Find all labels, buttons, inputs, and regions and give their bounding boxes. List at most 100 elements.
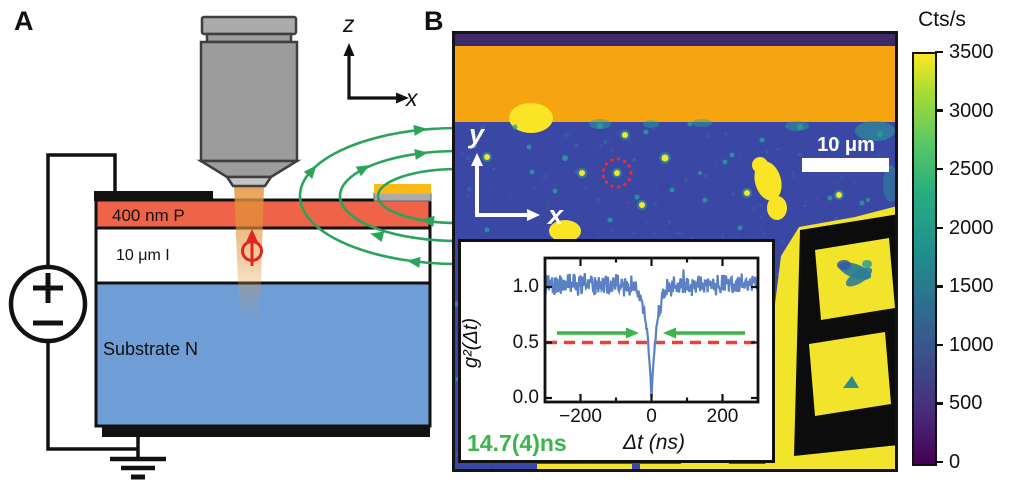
emitter-dot [827,195,833,201]
noise-speckle [765,150,770,154]
x-axis-label-a: x [405,85,419,111]
noise-speckle [660,229,662,231]
noise-speckle [732,139,737,144]
noise-speckle [636,154,640,157]
emitter-dot [607,217,613,223]
noise-speckle [606,138,612,144]
emitter-dot [661,154,669,162]
axes-zx [347,53,399,100]
noise-speckle [715,173,719,177]
ground-icon [110,456,166,480]
noise-speckle [480,125,486,130]
bright-blob [509,103,553,133]
dip-arrows [557,327,745,339]
colorbar-tick [935,285,943,288]
noise-speckle [552,183,557,188]
p-layer-label: 400 nm P [112,206,185,225]
emitter-dot [471,143,477,149]
noise-speckle [651,127,656,132]
colorbar-tick [935,343,943,347]
noise-speckle [792,174,796,179]
laser-beam [234,186,264,322]
circuit-wires [46,153,140,459]
noise-speckle [791,164,793,167]
ytick-1: 1.0 [513,276,539,297]
noise-speckle [839,206,842,210]
gold-contact-base [373,192,432,202]
emitter-dot [529,169,535,175]
emitter-dots [455,121,883,382]
emitter-dot [744,190,750,196]
noise-speckle [548,189,552,193]
noise-speckle [723,132,728,136]
panel-a-letter: A [14,6,34,36]
noise-speckle [766,221,771,226]
noise-speckle [563,133,568,138]
colorbar-tick [935,167,943,171]
bright-blob [752,157,768,173]
field-line-arrowheads [303,124,435,268]
colorbar-tick [935,226,943,229]
noise-speckle [544,163,547,166]
noise-speckle [466,156,471,161]
noise-speckle [492,167,496,171]
noise-speckle [575,146,578,149]
noise-speckle [460,151,465,155]
noise-speckle [739,207,743,211]
noise-speckle [834,216,839,221]
noise-speckle [497,126,500,129]
noise-speckle [822,216,827,221]
intrinsic-layer [94,226,432,285]
emitter-dot [687,121,693,127]
noise-speckle [714,163,717,166]
colorbar [912,52,937,466]
emitter-dot [579,170,585,176]
emitter-dot [669,187,675,193]
emitter-dot [759,137,765,143]
i-layer-label: 10 μm I [116,247,170,264]
pad-window-marks [837,260,873,388]
noise-speckle [622,125,625,128]
noise-speckle [610,148,615,153]
noise-speckle [609,228,614,233]
noise-speckle [676,231,680,236]
g2-chart: 1.0 0.5 0.0 −200 0 200 Δt (ns) g²(Δt) 14… [460,256,760,456]
noise-speckle [479,168,481,171]
gold-contact [374,184,431,194]
noise-speckle [738,153,742,156]
noise-speckle [802,151,807,156]
bright-blob [643,120,659,128]
noise-speckle [877,152,881,156]
noise-speckle [502,144,504,146]
y-arrowhead-icon [471,153,483,166]
noise-speckle [531,187,535,190]
axes-xy [475,165,528,217]
noise-speckle [543,174,548,179]
noise-speckle [497,180,500,182]
noise-speckle [781,142,785,146]
noise-speckle [688,164,691,167]
x-axis-label-b: x [546,200,564,230]
noise-speckle [834,126,838,130]
noise-speckle [603,139,608,145]
noise-speckle [632,157,637,162]
emitter-dot [866,198,870,202]
xtick-m200: −200 [559,406,602,427]
bright-blobs [509,103,895,469]
noise-speckle [745,227,748,229]
noise-speckle [759,145,762,148]
noise-speckle [574,143,579,148]
z-axis-label: z [342,11,355,37]
wire-bottom [46,341,138,451]
noise-speckle [596,197,602,203]
bright-blob [785,121,809,131]
noise-speckle [653,232,656,235]
scalebar [802,158,889,172]
noise-speckle [544,222,546,225]
noise-speckle [761,232,766,237]
g2-xlabel: Δt (ns) [622,431,685,454]
bright-blob [883,166,895,202]
noise-speckle [632,231,636,235]
emitter-dot [737,225,743,231]
